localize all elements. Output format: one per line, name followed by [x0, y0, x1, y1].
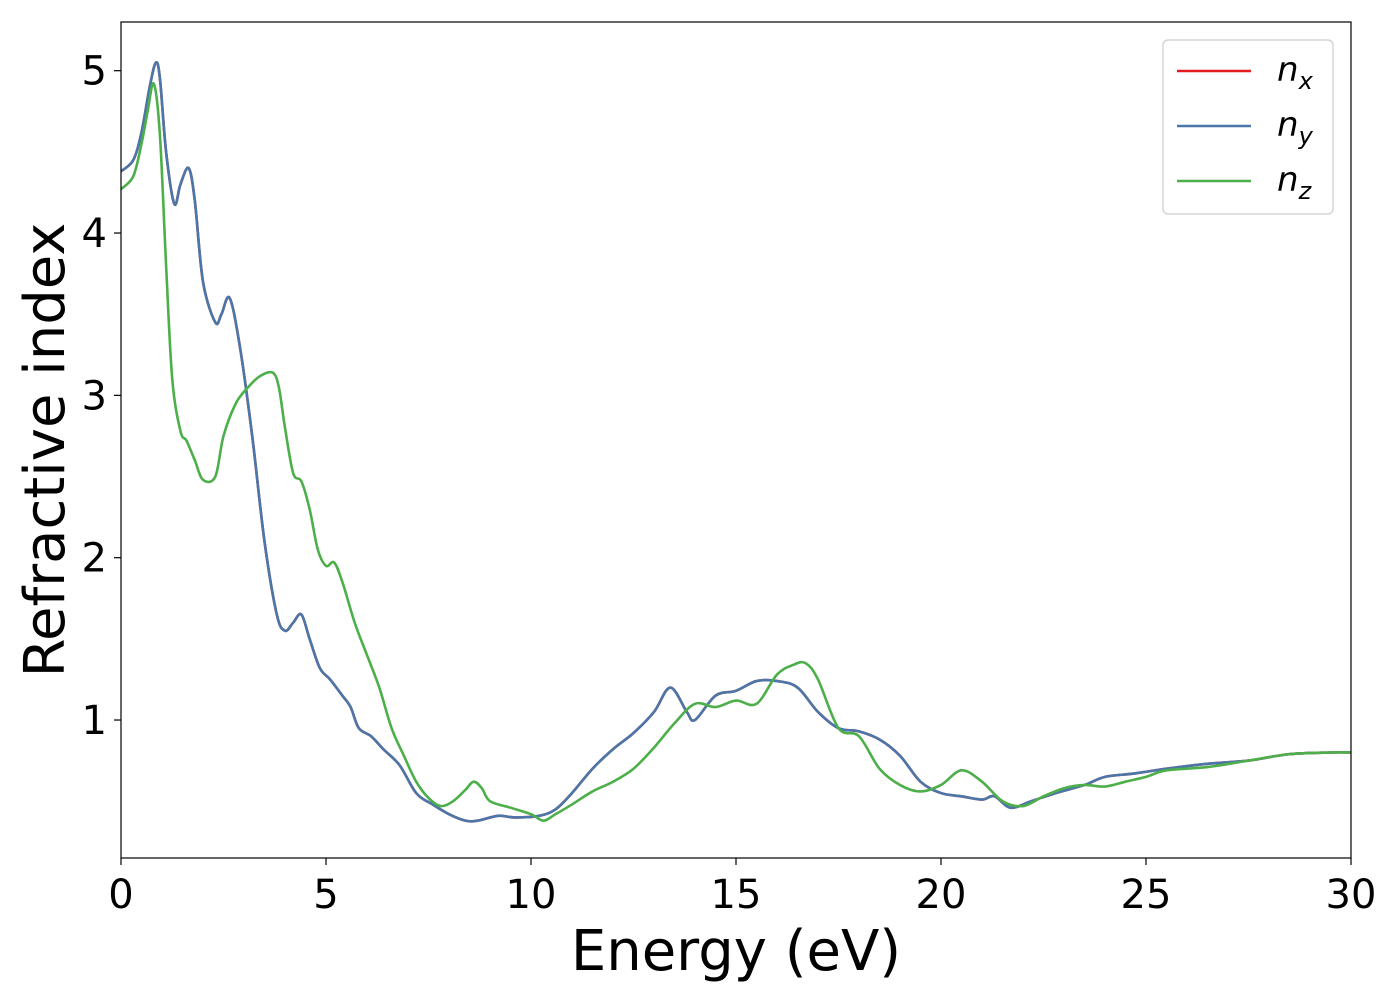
- series-line-z: [121, 81, 1351, 822]
- plot-area: [120, 21, 1352, 859]
- legend-label-z: nz: [1277, 160, 1313, 205]
- x-axis-title: Energy (eV): [571, 919, 901, 984]
- x-tick-label: 0: [108, 872, 133, 918]
- plot-background: [121, 22, 1351, 858]
- x-tick-label: 30: [1326, 872, 1377, 918]
- y-tick-label: 1: [82, 698, 107, 744]
- series-layer: [121, 60, 1351, 823]
- x-tick-label: 10: [506, 872, 557, 918]
- legend-label-y: ny: [1277, 105, 1314, 150]
- x-tick-label: 5: [313, 872, 338, 918]
- x-tick-label: 20: [916, 872, 967, 918]
- x-tick-label: 25: [1121, 872, 1172, 918]
- y-axis: 1 2 3 4 5: [82, 49, 121, 744]
- x-axis: 0 5 10 15 20 25 30: [108, 858, 1376, 918]
- series-line-y: [121, 60, 1351, 823]
- y-tick-label: 4: [82, 211, 107, 257]
- legend: nx ny nz: [1162, 39, 1334, 215]
- y-tick-label: 3: [82, 373, 107, 419]
- x-tick-label: 15: [711, 872, 762, 918]
- y-tick-label: 2: [82, 536, 107, 582]
- legend-label-x: nx: [1277, 50, 1314, 95]
- y-axis-title: Refractive index: [13, 223, 78, 678]
- y-tick-label: 5: [82, 49, 107, 95]
